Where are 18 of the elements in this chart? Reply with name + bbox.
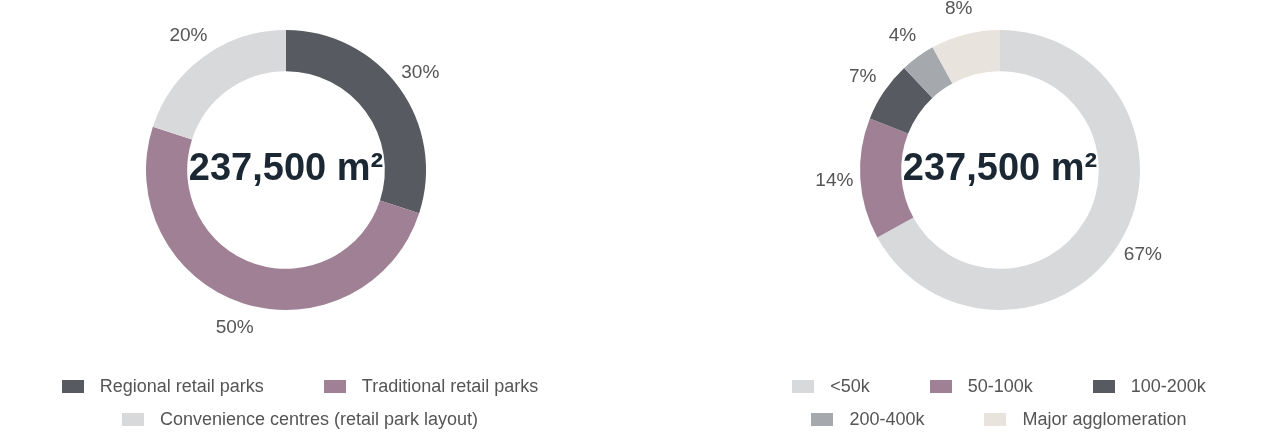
data-label: 20% — [169, 23, 208, 45]
data-label: 14% — [815, 168, 854, 190]
legend-label: Regional retail parks — [99, 376, 264, 397]
legend-label: 100-200k — [1130, 376, 1206, 397]
text: 237,500 m² — [902, 146, 1098, 189]
legend-label: Traditional retail parks — [361, 376, 539, 397]
legend-label: <50k — [830, 376, 870, 397]
legend-label: Convenience centres (retail park layout) — [159, 409, 479, 430]
data-label: 50% — [215, 316, 254, 338]
legend-label: 200-400k — [849, 409, 925, 430]
legend-label: Major agglomeration — [1022, 409, 1187, 430]
data-label: 7% — [848, 64, 877, 86]
legend-label: 50-100k — [967, 376, 1033, 397]
data-label: 4% — [888, 23, 917, 45]
text: 237,500 m² — [188, 146, 384, 189]
data-label: 30% — [401, 60, 440, 82]
data-label: 8% — [944, 0, 973, 19]
data-label: 67% — [1123, 242, 1162, 264]
